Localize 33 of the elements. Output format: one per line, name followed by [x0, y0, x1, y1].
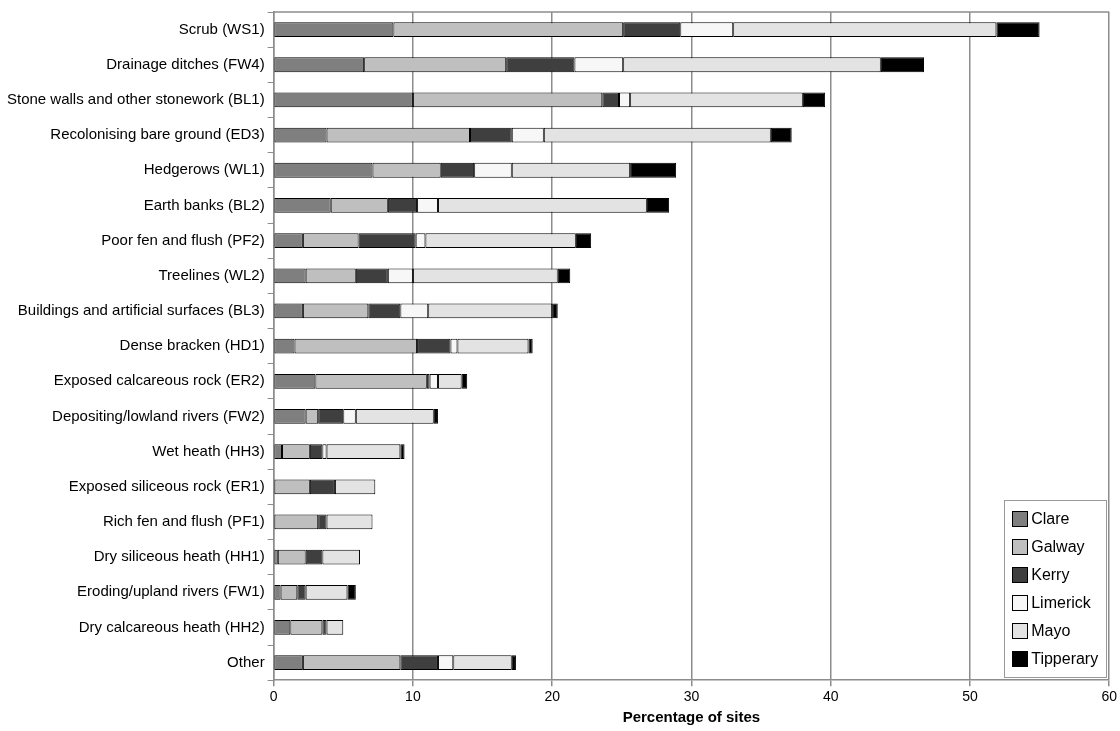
x-tick-label: 60 [1101, 688, 1118, 705]
y-tick-label: Wet heath (HH3) [152, 441, 265, 459]
y-tick-label: Poor fen and flush (PF2) [101, 230, 265, 248]
y-tick-label: Dry calcareous heath (HH2) [78, 617, 265, 635]
x-tick-label: 20 [544, 688, 561, 705]
x-tick-label: 50 [962, 688, 978, 705]
legend-label: Galway [1031, 538, 1085, 557]
y-tick-label: Eroding/upland rivers (FW1) [77, 582, 265, 600]
y-tick-label: Treelines (WL2) [158, 265, 265, 283]
y-tick-label: Dense bracken (HD1) [119, 336, 265, 354]
y-tick-label: Drainage ditches (FW4) [106, 54, 265, 72]
legend-label: Limerick [1031, 594, 1091, 613]
y-tick-label: Dry siliceous heath (HH1) [93, 547, 265, 565]
legend-label: Mayo [1031, 622, 1071, 641]
x-axis-title: Percentage of sites [622, 708, 761, 726]
legend-label: Kerry [1031, 566, 1070, 585]
x-tick-label: 0 [269, 688, 278, 705]
x-tick-label: 40 [822, 688, 839, 705]
y-tick-label: Buildings and artificial surfaces (BL3) [17, 301, 265, 319]
y-tick-label: Exposed siliceous rock (ER1) [68, 476, 265, 494]
x-tick-label: 30 [683, 688, 700, 705]
y-tick-label: Rich fen and flush (PF1) [102, 512, 265, 530]
y-tick-label: Exposed calcareous rock (ER2) [53, 371, 265, 389]
x-tick-label: 10 [405, 688, 421, 705]
legend-label: Clare [1031, 510, 1070, 529]
y-tick-label: Earth banks (BL2) [143, 195, 265, 213]
legend-label: Tipperary [1031, 650, 1099, 669]
y-tick-label: Stone walls and other stonework (BL1) [7, 90, 265, 108]
y-tick-label: Recolonising bare ground (ED3) [50, 125, 265, 143]
y-tick-label: Other [227, 652, 265, 670]
y-tick-label: Depositing/lowland rivers (FW2) [52, 406, 265, 424]
y-tick-label: Hedgerows (WL1) [143, 160, 265, 178]
y-tick-label: Scrub (WS1) [178, 19, 265, 37]
